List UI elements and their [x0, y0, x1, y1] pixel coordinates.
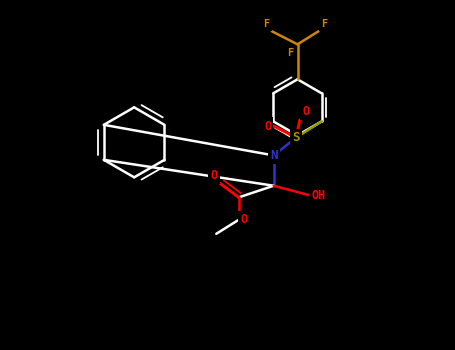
- Text: O: O: [264, 119, 271, 133]
- Text: S: S: [292, 131, 300, 144]
- Text: O: O: [211, 169, 217, 182]
- Text: N: N: [270, 149, 278, 162]
- Text: O: O: [240, 213, 247, 226]
- Text: F: F: [288, 48, 294, 58]
- Text: F: F: [321, 19, 327, 29]
- Text: OH: OH: [311, 189, 325, 202]
- Text: F: F: [263, 19, 269, 29]
- Text: O: O: [302, 105, 309, 118]
